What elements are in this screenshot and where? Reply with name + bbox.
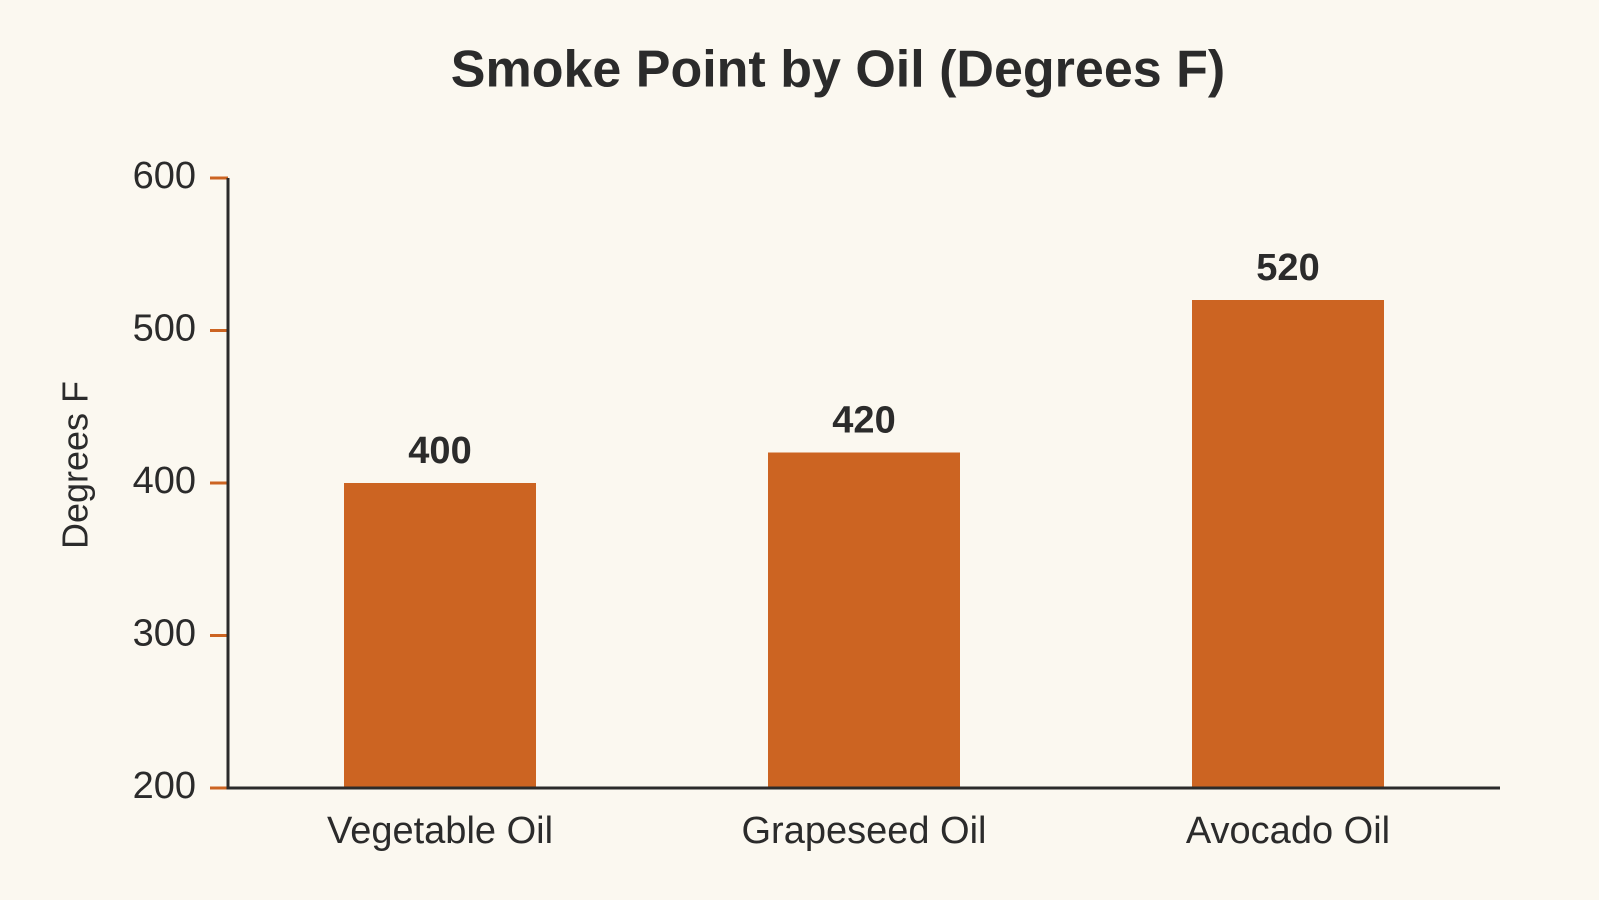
y-tick-label: 600	[133, 155, 196, 197]
chart-title: Smoke Point by Oil (Degrees F)	[451, 41, 1225, 99]
y-tick-label: 300	[133, 613, 196, 655]
y-tick-label: 200	[133, 765, 196, 807]
y-axis-title: Degrees F	[55, 381, 96, 549]
bar	[1192, 300, 1384, 788]
y-tick-label: 400	[133, 460, 196, 502]
x-tick-label: Vegetable Oil	[327, 810, 553, 852]
data-label: 420	[832, 400, 895, 442]
x-tick-label: Avocado Oil	[1186, 810, 1390, 852]
bar	[344, 483, 536, 788]
bar	[768, 452, 960, 788]
x-tick-label: Grapeseed Oil	[741, 810, 986, 852]
data-label: 400	[408, 430, 471, 472]
y-tick-label: 500	[133, 308, 196, 350]
data-label: 520	[1256, 247, 1319, 289]
